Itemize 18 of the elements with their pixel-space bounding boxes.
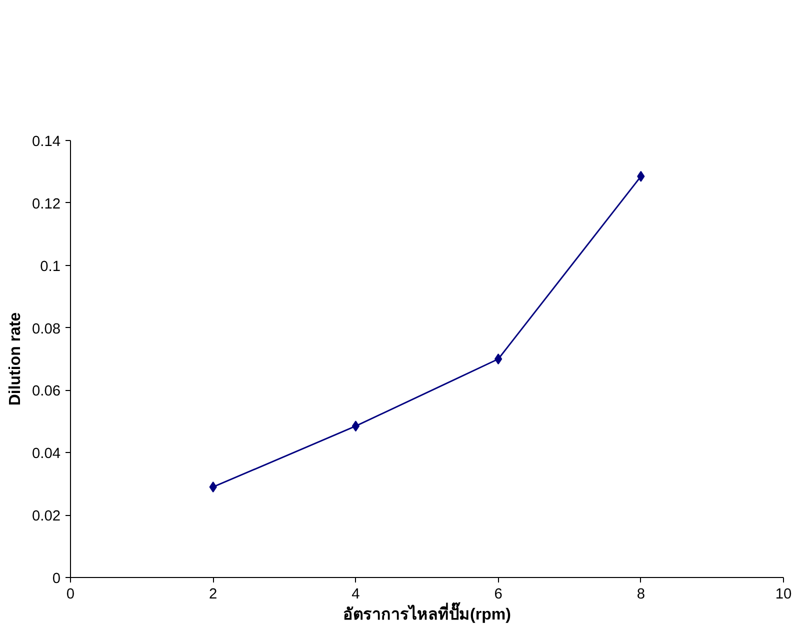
point xyxy=(494,354,502,364)
x-tick-label: 6 xyxy=(494,586,502,602)
y-tick-label: 0.04 xyxy=(32,446,61,462)
x-tick-label: 0 xyxy=(66,586,75,602)
y-tick-label: 0.02 xyxy=(32,508,61,525)
y-tick-label: 0.1 xyxy=(40,258,60,275)
y-tick-label: 0.08 xyxy=(32,321,61,338)
y-tick-label: 0.12 xyxy=(32,196,61,212)
x-tick-label: 4 xyxy=(352,586,360,602)
y-axis-title: Dilution rate xyxy=(6,312,24,406)
x-tick-label: 10 xyxy=(775,586,792,602)
x-tick-label: 8 xyxy=(636,586,645,602)
y-tick-label: 0.06 xyxy=(32,384,61,400)
point xyxy=(352,420,360,432)
x-axis-title: อัตราการไหลที่ปั๊ม(rpm) xyxy=(343,602,511,624)
y-tick-label: 0 xyxy=(52,571,61,587)
y-tick-label: 0.14 xyxy=(32,134,61,150)
x-tick-label: 2 xyxy=(209,586,218,602)
